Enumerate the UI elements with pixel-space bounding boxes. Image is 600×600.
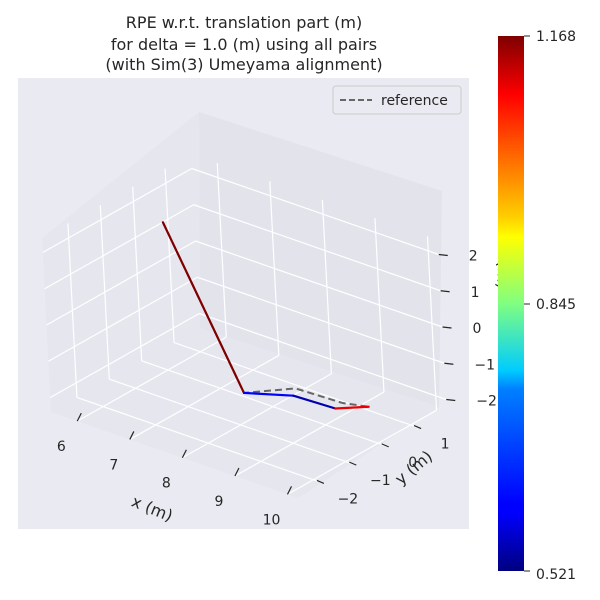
grid-y-floor [76, 396, 325, 484]
z-tick-mark [444, 362, 454, 365]
z-tick-mark [446, 398, 456, 402]
z-tick-mark [440, 290, 450, 293]
series-rpe-segment [292, 394, 337, 410]
x-tick-mark [181, 449, 187, 459]
legend-label-reference: reference [381, 93, 448, 109]
grid-z-left [46, 240, 196, 326]
grid-z-left [48, 276, 198, 362]
grid-y-floor [141, 360, 389, 448]
grid-z-left [49, 312, 200, 399]
title-line-2: for delta = 1.0 (m) using all pairs [111, 35, 377, 54]
grid-y-floor [173, 342, 422, 430]
legend: reference [332, 85, 462, 115]
series-rpe-segment [161, 221, 246, 395]
x-tick-label: 8 [162, 476, 171, 492]
z-tick-label: 2 [469, 249, 478, 265]
z-tick-label: −2 [476, 394, 497, 410]
grid-z-left [44, 204, 194, 290]
y-tick-mark [316, 479, 325, 484]
z-tick-mark [438, 253, 448, 257]
y-tick-mark [381, 443, 389, 448]
colorbar-label-max: 1.168 [536, 29, 576, 45]
title-line-1: RPE w.r.t. translation part (m) [126, 13, 362, 32]
z-tick-label: −1 [474, 357, 495, 373]
x-tick-mark [286, 486, 293, 495]
grid-x-floor [287, 409, 437, 495]
z-tick-label: 1 [471, 285, 480, 301]
y-tick-label: −2 [338, 491, 359, 507]
series-rpe-segment [334, 405, 370, 410]
grid-y-floor [109, 378, 357, 466]
x-tick-label: 10 [263, 512, 281, 528]
grid-z-back [191, 167, 439, 256]
title-line-3: (with Sim(3) Umeyama alignment) [105, 55, 382, 74]
colorbar: 1.168 0.845 0.521 [498, 29, 576, 583]
grid-x-floor [76, 336, 227, 422]
colorbar-label-min: 0.521 [536, 567, 576, 583]
x-tick-mark [234, 467, 240, 477]
x-tick-mark [129, 431, 135, 440]
colorbar-gradient [498, 36, 524, 571]
floor-pane [51, 328, 439, 498]
series-layer [161, 221, 370, 410]
legend-box [332, 85, 462, 115]
colorbar-label-mid: 0.845 [536, 297, 576, 313]
y-tick-label: 1 [441, 437, 450, 453]
x-tick-mark [76, 412, 82, 422]
left-pane [42, 112, 200, 412]
grid-z-back [199, 312, 447, 401]
grid-z-left [42, 167, 193, 254]
chart-title: RPE w.r.t. translation part (m) for delt… [105, 13, 382, 74]
x-tick-label: 6 [57, 439, 66, 455]
y-tick-mark [413, 425, 422, 430]
y-tick-mark [349, 461, 357, 466]
grid-z-back [195, 240, 443, 328]
grid-x-floor [182, 373, 332, 459]
grid-z-back [197, 276, 445, 364]
x-tick-label: 7 [109, 457, 118, 473]
grid-z-back [193, 204, 441, 292]
grid-lines [42, 163, 447, 495]
z-tick-label: 0 [473, 321, 482, 337]
grid-x-floor [129, 354, 280, 440]
y-tick-label: −1 [370, 473, 391, 489]
x-tick-label: 9 [214, 494, 223, 510]
grid-x-floor [234, 391, 385, 477]
z-tick-mark [442, 326, 452, 329]
y-tick-label: 0 [408, 455, 417, 471]
series-rpe-segment [242, 391, 295, 397]
